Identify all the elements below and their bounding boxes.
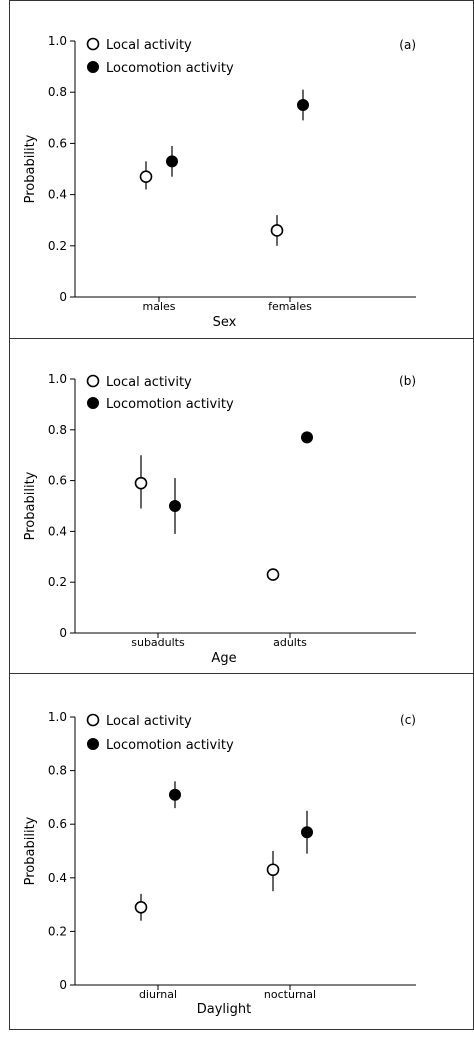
y-tick-label: 0 [59, 626, 67, 640]
y-tick-label: 0.8 [48, 85, 67, 99]
data-point-filled [301, 826, 313, 839]
y-tick-label: 0.2 [48, 575, 67, 589]
y-axis-label: Probability [23, 471, 38, 540]
y-axis-label: Probability [23, 816, 38, 885]
y-tick-label: 0.2 [48, 924, 67, 938]
y-tick-label: 0.8 [48, 764, 67, 778]
y-tick-label: 0.4 [48, 188, 67, 202]
x-tick-label: adults [273, 636, 307, 649]
x-tick-label: females [268, 300, 312, 313]
legend-label: Locomotion activity [106, 61, 234, 76]
legend-label: Local activity [106, 714, 192, 729]
data-point-open [139, 170, 153, 183]
legend-label: Local activity [106, 38, 192, 53]
y-tick-label: 1.0 [48, 34, 67, 48]
legend-filled-marker [87, 61, 99, 73]
y-tick-label: 0.2 [48, 239, 67, 253]
y-tick-label: 1.0 [48, 710, 67, 724]
chart-panel-c: 0 0.2 0.4 0.6 0.8 1.0 diurnal nocturnal Daylight… [9, 673, 474, 1030]
legend-label: Locomotion activity [106, 397, 234, 412]
legend-label: Locomotion activity [106, 738, 234, 753]
x-axis-label: Sex [213, 315, 237, 330]
y-tick-label: 0 [59, 290, 67, 304]
y-tick-label: 1.0 [48, 372, 67, 386]
data-point-open [266, 568, 280, 581]
y-tick-label: 0 [59, 978, 67, 992]
data-point-filled [169, 500, 181, 512]
y-tick-label: 0.6 [48, 136, 67, 150]
legend-filled-marker [87, 397, 99, 409]
y-tick-label: 0.8 [48, 423, 67, 437]
chart-panel-b: 0 0.2 0.4 0.6 0.8 1.0 subadults adults Age Probab… [9, 338, 474, 674]
legend-open-marker [86, 374, 100, 388]
data-point-filled [166, 155, 178, 168]
data-point-filled [301, 431, 313, 444]
chart-svg-c: 0 0.2 0.4 0.6 0.8 1.0 diurnal nocturnal Daylight… [23, 710, 416, 1017]
x-tick-label: nocturnal [264, 988, 316, 1001]
data-point-open [270, 224, 284, 237]
legend-open-marker [86, 713, 100, 727]
y-tick-label: 0.6 [48, 474, 67, 488]
data-point-open [134, 900, 148, 914]
y-tick-label: 0.4 [48, 871, 67, 885]
x-axis-label: Age [211, 651, 236, 666]
panel-label: (c) [400, 713, 416, 727]
chart-svg-a: 0 0.2 0.4 0.6 0.8 1.0 males females Sex Probabili… [23, 34, 416, 330]
legend-open-marker [86, 37, 100, 51]
panel-label: (b) [399, 374, 416, 388]
chart-svg-b: 0 0.2 0.4 0.6 0.8 1.0 subadults adults Age Probab… [23, 372, 416, 666]
chart-panel-a: 0 0.2 0.4 0.6 0.8 1.0 males females Sex Probabili… [9, 0, 474, 339]
data-point-open [266, 863, 280, 877]
y-tick-label: 0.6 [48, 817, 67, 831]
data-point-open [134, 476, 148, 490]
x-axis-label: Daylight [197, 1002, 251, 1017]
y-axis-label: Probability [23, 134, 38, 203]
legend-label: Local activity [106, 375, 192, 390]
legend-filled-marker [87, 738, 99, 750]
x-tick-label: diurnal [139, 988, 177, 1001]
panel-label: (a) [399, 38, 416, 52]
x-tick-label: subadults [131, 636, 185, 649]
data-point-filled [169, 788, 181, 801]
data-point-filled [297, 99, 309, 111]
y-tick-label: 0.4 [48, 524, 67, 538]
x-tick-label: males [142, 300, 175, 313]
